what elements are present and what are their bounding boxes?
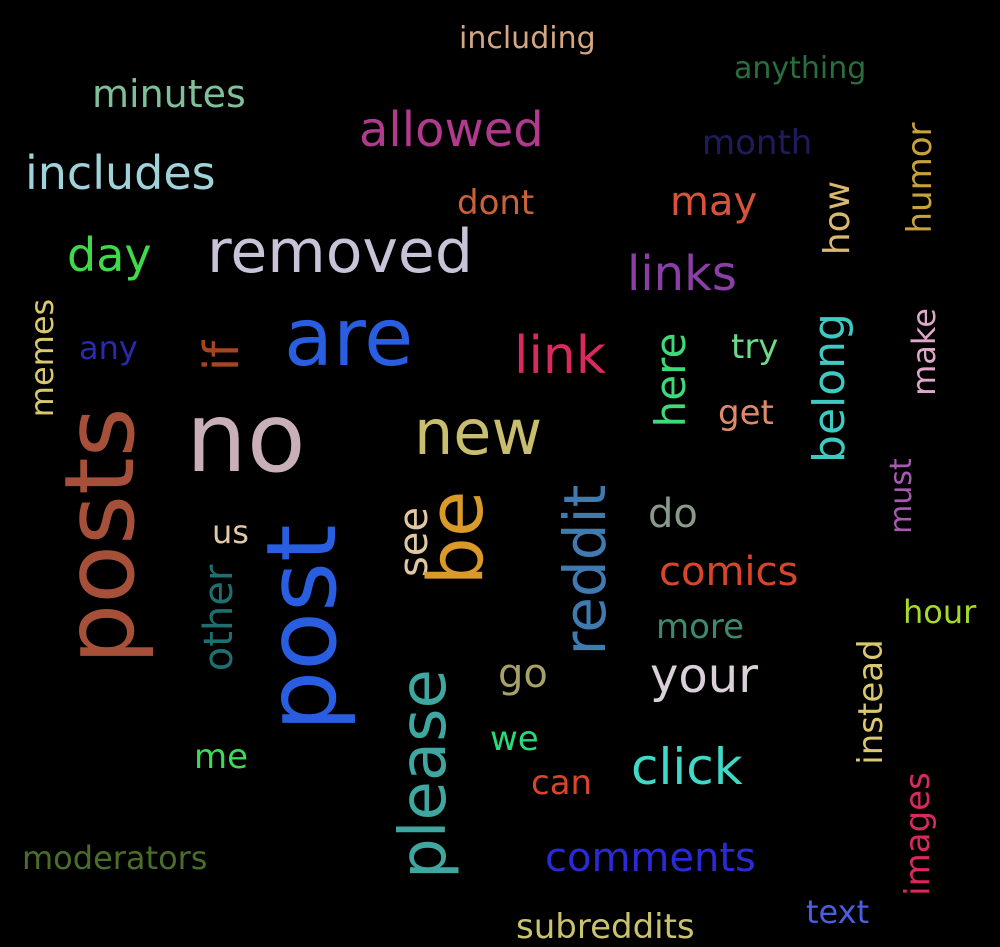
word-reddit: reddit [551, 484, 619, 656]
word-including: including [459, 21, 596, 56]
word-images: images [898, 772, 938, 896]
word-please: please [387, 669, 461, 879]
word-here: here [646, 332, 695, 428]
word-post: post [246, 524, 358, 732]
word-do: do [648, 491, 698, 537]
word-we: we [490, 719, 539, 759]
word-posts: posts [44, 407, 156, 665]
word-text: text [806, 893, 870, 931]
word-get: get [718, 393, 774, 433]
word-dont: dont [457, 183, 535, 223]
word-must: must [884, 458, 919, 534]
word-humor: humor [900, 122, 940, 234]
word-go: go [498, 651, 548, 697]
word-subreddits: subreddits [516, 907, 695, 947]
word-comments: comments [545, 835, 756, 881]
word-minutes: minutes [92, 72, 246, 116]
word-instead: instead [851, 639, 891, 765]
word-any: any [79, 329, 138, 367]
word-no: no [186, 382, 306, 494]
word-more: more [656, 607, 745, 647]
word-anything: anything [734, 51, 867, 86]
word-be: be [411, 490, 500, 586]
word-includes: includes [25, 146, 216, 200]
word-belong: belong [804, 313, 855, 463]
word-new: new [414, 396, 543, 469]
word-are: are [284, 291, 414, 384]
word-how: how [817, 180, 858, 256]
word-other: other [196, 564, 242, 672]
word-month: month [702, 123, 813, 163]
word-me: me [194, 737, 249, 777]
word-comics: comics [659, 549, 799, 595]
word-hour: hour [903, 593, 977, 631]
word-day: day [67, 228, 152, 282]
word-memes: memes [23, 298, 61, 418]
word-link: link [514, 326, 606, 386]
word-may: may [670, 179, 758, 225]
word-removed: removed [207, 217, 473, 287]
word-moderators: moderators [22, 839, 208, 877]
word-can: can [531, 763, 593, 803]
word-if: if [194, 340, 250, 372]
word-allowed: allowed [359, 102, 544, 158]
word-make: make [905, 308, 943, 396]
word-us: us [212, 513, 249, 551]
word-your: your [650, 648, 758, 704]
word-try: try [731, 327, 779, 367]
word-click: click [631, 738, 743, 796]
word-links: links [627, 246, 737, 302]
